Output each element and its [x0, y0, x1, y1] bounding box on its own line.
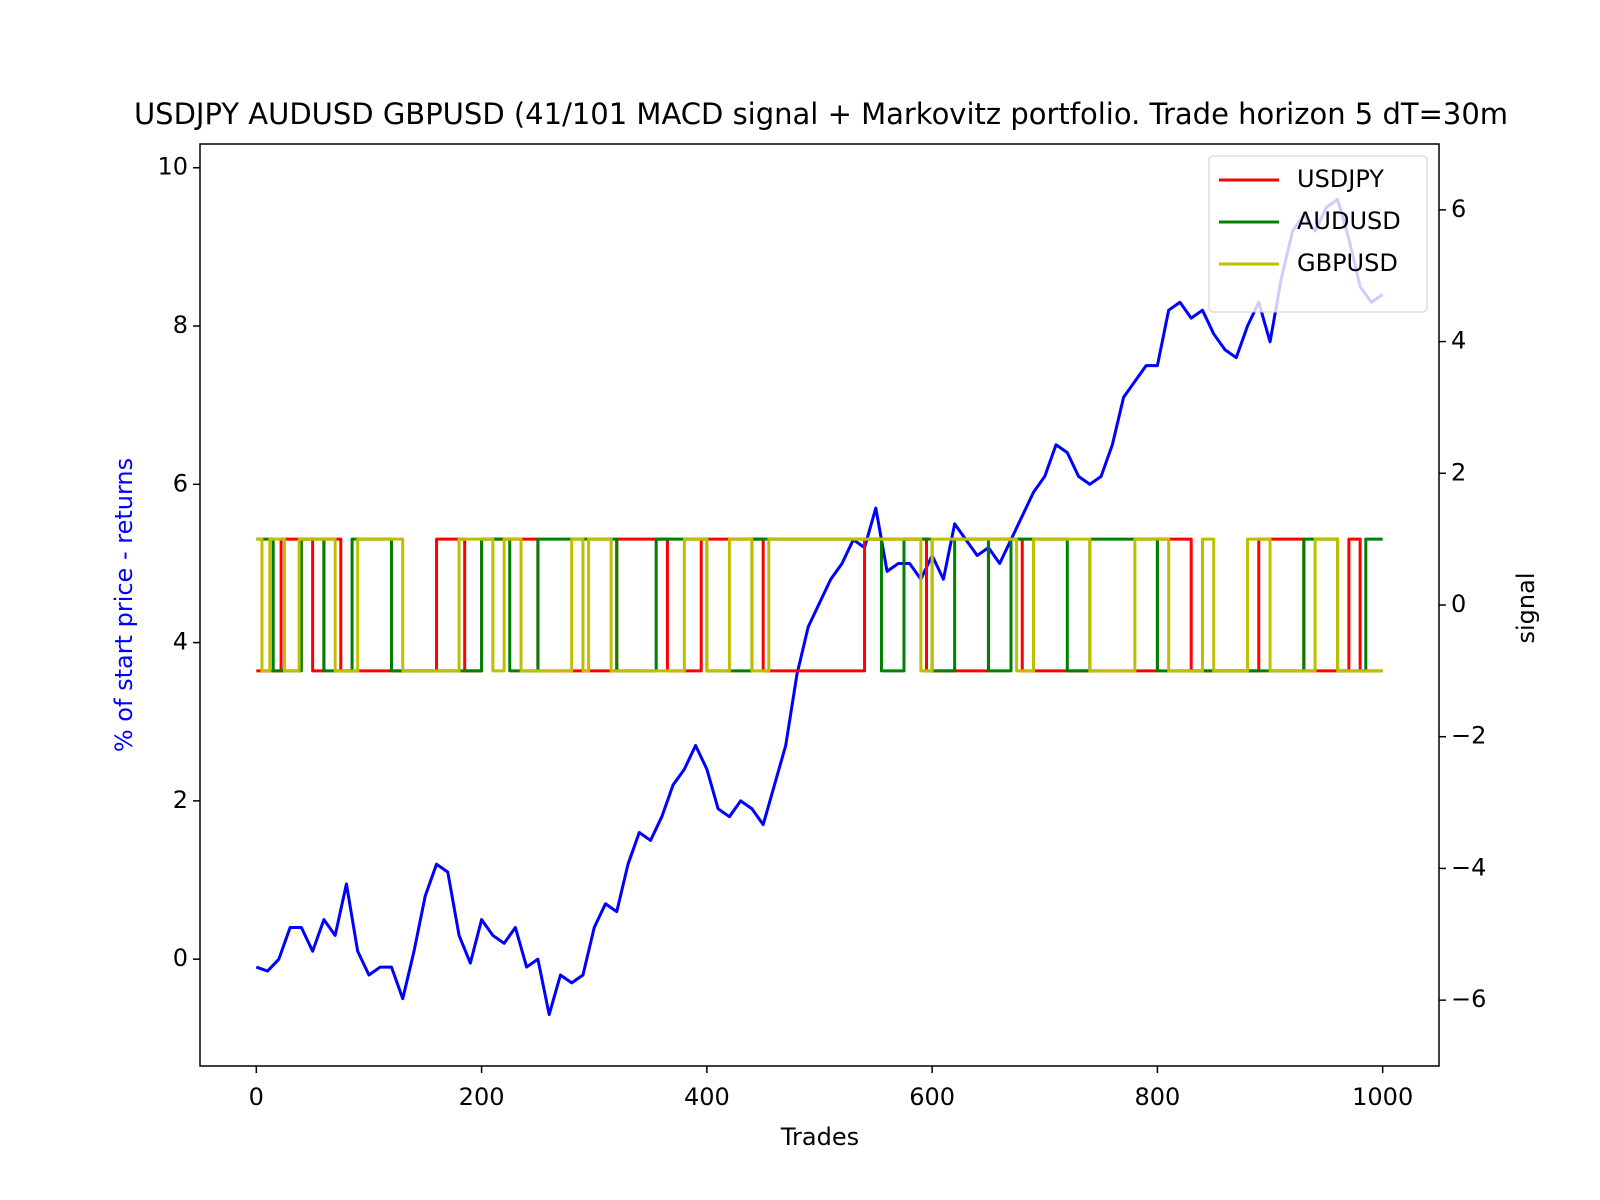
y2-tick-label: −2 [1451, 722, 1486, 750]
series-line [256, 537, 1383, 673]
y-tick-label: 6 [173, 469, 188, 497]
y-tick-label: 0 [173, 944, 188, 972]
legend-label: USDJPY [1297, 165, 1384, 193]
y2-tick-label: 2 [1451, 458, 1466, 486]
x-tick-label: 600 [909, 1083, 955, 1111]
chart-title: USDJPY AUDUSD GBPUSD (41/101 MACD signal… [134, 97, 1508, 131]
x-tick-label: 800 [1135, 1083, 1181, 1111]
x-tick-label: 200 [459, 1083, 505, 1111]
plot-frame [199, 143, 1440, 1067]
x-axis-label: Trades [780, 1123, 859, 1151]
y2-tick-label: 4 [1451, 327, 1466, 355]
y-tick-label: 2 [173, 786, 188, 814]
series-line [255, 197, 1384, 1017]
y-axis-label: % of start price - returns [110, 458, 138, 752]
y2-axis-label: signal [1512, 573, 1540, 644]
y2-tick-label: 6 [1451, 195, 1466, 223]
y-tick-label: 4 [173, 628, 188, 656]
x-tick-label: 0 [249, 1083, 264, 1111]
y2-tick-label: 0 [1451, 590, 1466, 618]
y2-tick-label: −6 [1451, 985, 1486, 1013]
y-tick-label: 10 [157, 153, 188, 181]
y-tick-label: 8 [173, 311, 188, 339]
x-tick-label: 1000 [1352, 1083, 1413, 1111]
y2-tick-label: −4 [1451, 853, 1486, 881]
legend-label: GBPUSD [1297, 249, 1398, 277]
legend-label: AUDUSD [1297, 207, 1401, 235]
legend-box [1208, 155, 1428, 313]
x-tick-label: 400 [684, 1083, 730, 1111]
